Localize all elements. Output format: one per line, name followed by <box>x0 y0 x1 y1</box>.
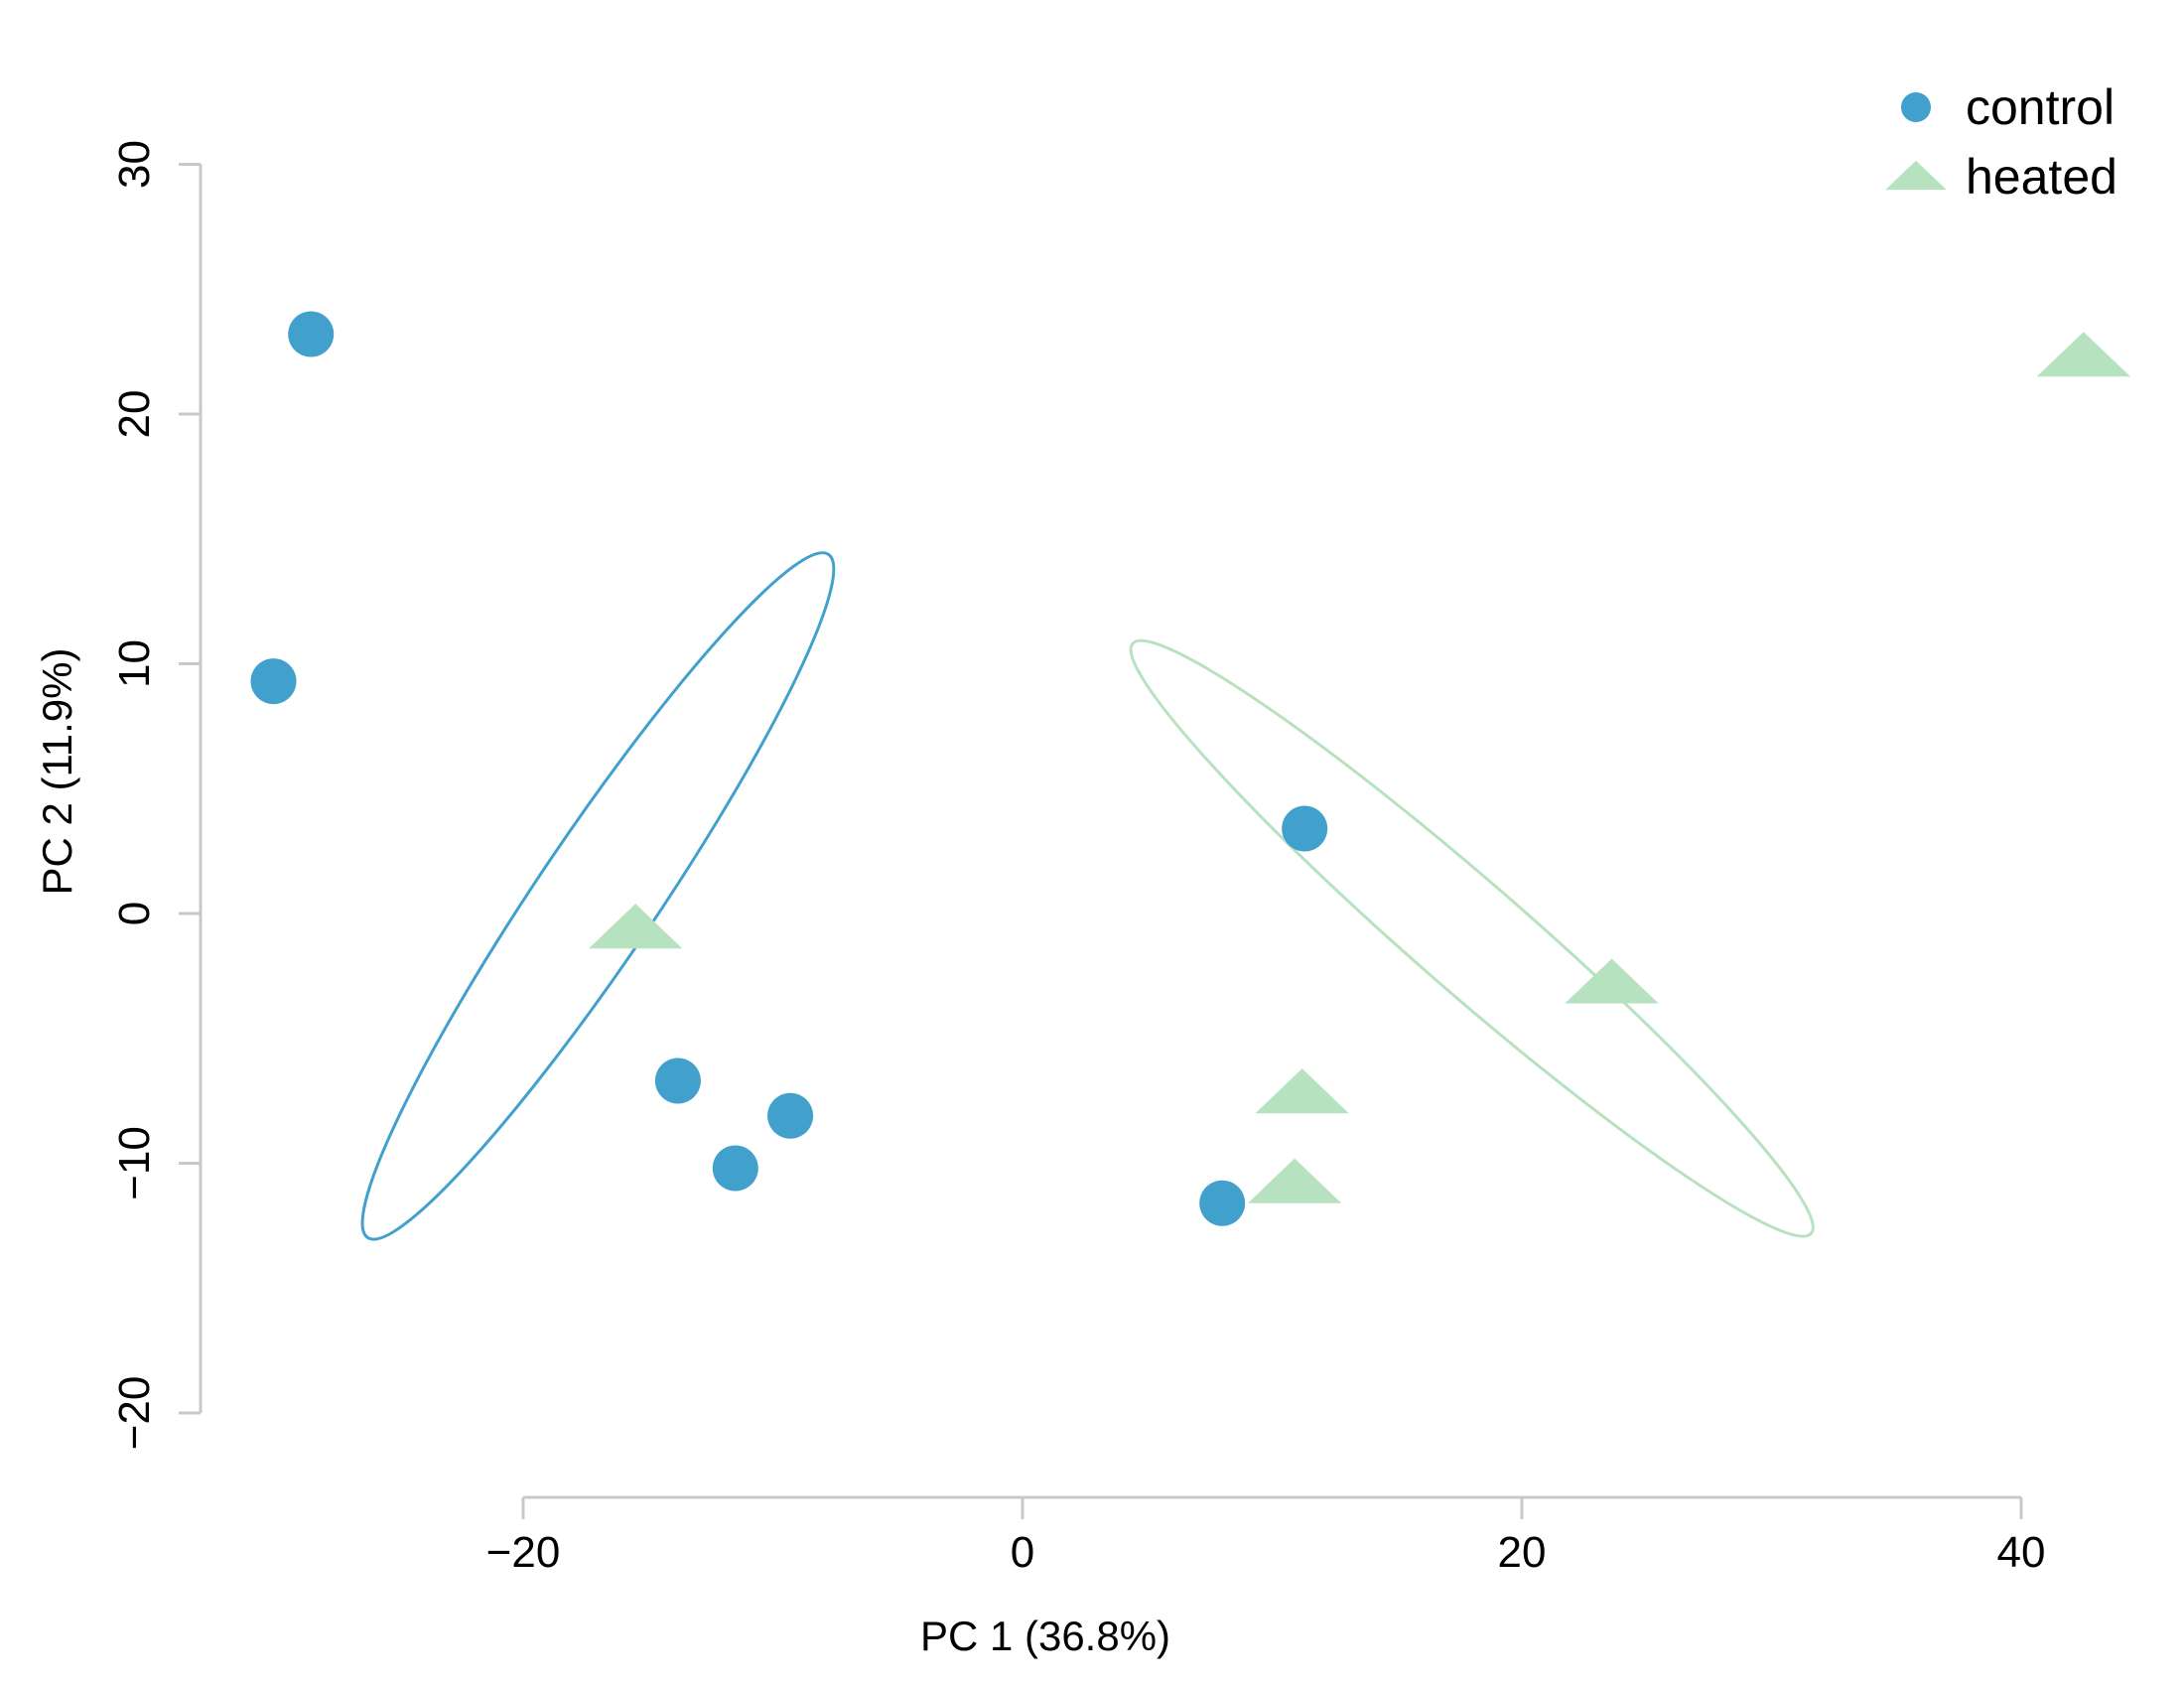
y-tick-label: −20 <box>110 1376 159 1451</box>
axes: −20 −10 0 10 20 30 −20 0 20 40 <box>110 140 2045 1577</box>
heated-point <box>1247 1158 1342 1203</box>
control-ellipse <box>360 551 836 1241</box>
y-tick-label: −10 <box>110 1126 159 1200</box>
heated-point <box>589 904 683 949</box>
heated-point <box>1255 1068 1349 1114</box>
x-tick-label: 20 <box>1498 1528 1547 1577</box>
x-ticks: −20 0 20 40 <box>486 1497 2046 1577</box>
control-point <box>1282 805 1328 852</box>
x-tick-label: 40 <box>1997 1528 2046 1577</box>
x-axis-label: PC 1 (36.8%) <box>920 1613 1170 1659</box>
y-tick-label: 0 <box>110 902 159 925</box>
heated-ellipse <box>1129 638 1815 1238</box>
control-point <box>1199 1180 1246 1226</box>
legend-control-marker <box>1901 92 1931 122</box>
legend-heated-marker <box>1885 160 1947 191</box>
legend-control-label: control <box>1966 79 2115 135</box>
y-tick-label: 30 <box>110 140 159 189</box>
legend: control heated <box>1885 79 2117 205</box>
heated-point <box>1565 958 1659 1004</box>
data-points <box>250 311 2131 1226</box>
confidence-ellipses <box>360 551 1815 1241</box>
x-tick-label: −20 <box>486 1528 561 1577</box>
control-point <box>767 1092 814 1139</box>
x-tick-label: 0 <box>1011 1528 1034 1577</box>
control-point <box>288 311 335 357</box>
y-ticks: −20 −10 0 10 20 30 <box>110 140 201 1450</box>
heated-point <box>2036 332 2131 377</box>
control-point <box>712 1145 758 1192</box>
y-tick-label: 20 <box>110 390 159 439</box>
y-tick-label: 10 <box>110 639 159 688</box>
control-point <box>654 1057 701 1104</box>
y-axis-label: PC 2 (11.9%) <box>34 648 80 896</box>
legend-heated-label: heated <box>1966 149 2117 205</box>
control-point <box>250 658 297 705</box>
